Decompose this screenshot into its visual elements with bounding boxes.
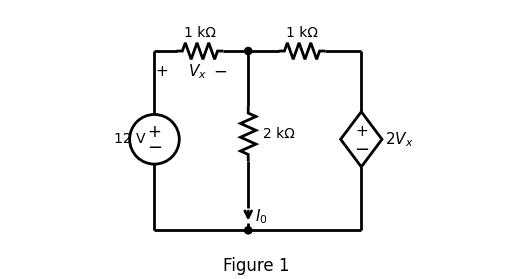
Text: $2V_x$: $2V_x$ — [385, 130, 413, 149]
Text: $I_0$: $I_0$ — [255, 207, 268, 226]
Text: Figure 1: Figure 1 — [223, 257, 290, 275]
Text: $V_x$: $V_x$ — [188, 62, 207, 81]
Text: 1 kΩ: 1 kΩ — [286, 26, 318, 40]
Text: +: + — [355, 124, 368, 138]
Text: 1 kΩ: 1 kΩ — [184, 26, 216, 40]
Text: +: + — [148, 123, 162, 141]
Text: −: − — [214, 63, 228, 81]
Circle shape — [245, 227, 252, 234]
Text: 2 kΩ: 2 kΩ — [263, 127, 295, 141]
Text: 12 V: 12 V — [114, 132, 145, 146]
Text: −: − — [354, 141, 369, 159]
Text: −: − — [147, 139, 162, 157]
Text: +: + — [155, 64, 168, 79]
Circle shape — [245, 47, 252, 55]
